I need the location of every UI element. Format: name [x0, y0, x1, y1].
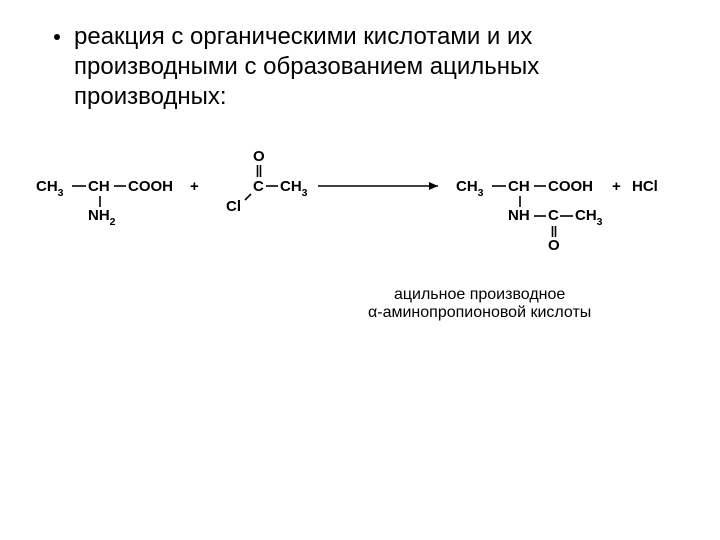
product-hcl: HCl [632, 178, 658, 195]
caption-line1: ацильное производное [368, 286, 591, 304]
reactant2-ch3: CH3 [280, 178, 308, 198]
reactant2-cl: Cl [226, 198, 241, 215]
bullet-item: реакция с органическими кислотами и их п… [54, 22, 539, 112]
product-c: C [548, 207, 559, 224]
reactant1-nh2: NH2 [88, 207, 116, 227]
caption-line2: α-аминопропионовой кислоты [368, 304, 591, 322]
product-ch: CH [508, 178, 530, 195]
product-o: O [548, 237, 560, 254]
reactant2-c: C [253, 178, 264, 195]
reactant1-cooh: COOH [128, 178, 173, 195]
slide-root: реакция с органическими кислотами и их п… [0, 0, 720, 540]
reactant2-o: O [253, 148, 265, 165]
product-nh: NH [508, 207, 530, 224]
product-acetyl-ch3: CH3 [575, 207, 603, 227]
plus-2: + [612, 178, 621, 195]
product-cooh: COOH [548, 178, 593, 195]
bullet-text: реакция с органическими кислотами и их п… [74, 22, 539, 112]
bullet-dot-icon [54, 34, 60, 40]
reactant1-ch: CH [88, 178, 110, 195]
product-caption: ацильное производное α-аминопропионовой … [368, 286, 591, 322]
plus-1: + [190, 178, 199, 195]
reactant1-ch3: CH3 [36, 178, 64, 198]
product-ch3: CH3 [456, 178, 484, 198]
